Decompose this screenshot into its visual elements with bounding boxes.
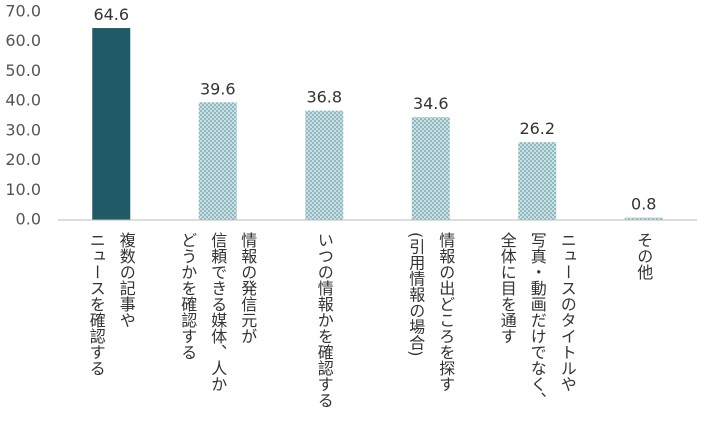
bar <box>198 102 237 220</box>
x-tick-label: ニュースを確認する <box>87 232 106 376</box>
x-tick-label: いつの情報かを確認する <box>315 232 334 408</box>
x-tick-label: ニュースのタイトルや <box>558 232 577 392</box>
bar <box>92 28 131 220</box>
bar <box>411 117 450 220</box>
y-tick-label: 40.0 <box>5 91 41 110</box>
y-tick-label: 0.0 <box>16 210 41 229</box>
x-tick-label: 全体に目を通す <box>498 232 517 344</box>
value-label: 39.6 <box>200 79 236 98</box>
bar <box>305 110 344 220</box>
x-tick-label: 信頼できる媒体、人か <box>208 232 227 392</box>
y-tick-label: 30.0 <box>5 120 41 139</box>
y-tick-label: 20.0 <box>5 150 41 169</box>
y-tick-label: 50.0 <box>5 61 41 80</box>
x-tick-label: 複数の記事や <box>117 232 136 328</box>
x-tick-label: (引用情報の場合) <box>406 232 425 356</box>
value-label: 34.6 <box>413 94 449 113</box>
x-tick-label: 情報の発信元が <box>238 232 257 344</box>
x-tick-label: どうかを確認する <box>178 232 197 360</box>
value-label: 0.8 <box>631 195 656 214</box>
x-tick-label: 写真・動画だけでなく、 <box>528 232 547 408</box>
value-label: 64.6 <box>93 5 129 24</box>
y-tick-label: 10.0 <box>5 180 41 199</box>
value-label: 26.2 <box>519 119 555 138</box>
y-tick-label: 60.0 <box>5 31 41 50</box>
y-tick-label: 70.0 <box>5 2 41 21</box>
x-tick-label: 情報の出どころを探す <box>436 232 455 392</box>
bar <box>624 217 663 220</box>
x-tick-label: その他 <box>634 232 653 281</box>
bar <box>518 142 557 220</box>
value-label: 36.8 <box>306 88 342 107</box>
